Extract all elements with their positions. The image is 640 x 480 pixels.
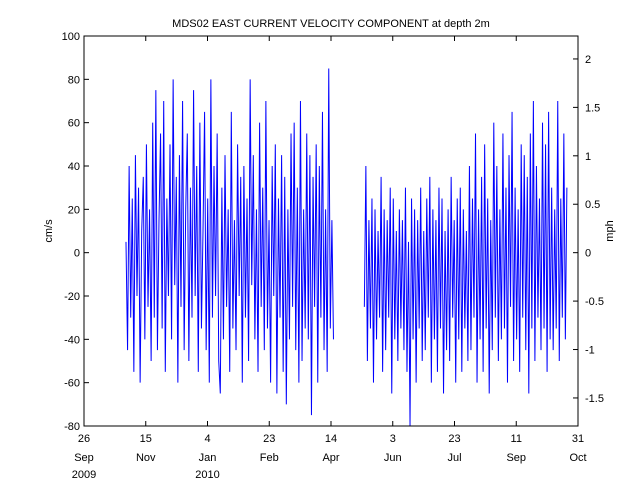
y-tick-label-right: -1.5: [585, 393, 604, 405]
y-axis-right: -1.5 -1 -0.5 0 0.5 1 1.5 2: [573, 54, 604, 405]
y-axis-label-left: cm/s: [43, 219, 55, 243]
y-tick-label-left: -60: [64, 378, 80, 390]
x-tick-day: 23: [448, 433, 460, 445]
y-tick-label-right: -0.5: [585, 296, 604, 308]
x-tick-month: Apr: [322, 452, 339, 464]
x-tick-month: Nov: [136, 452, 156, 464]
y-axis-left: -80 -60 -40 -20 0 20 40 60 80 100: [62, 31, 89, 433]
x-tick-day: 4: [204, 433, 210, 445]
series-segment: [363, 100, 568, 427]
y-tick-label-right: 1.5: [585, 102, 600, 114]
y-tick-label-left: 0: [74, 248, 80, 260]
x-tick-day: 31: [572, 433, 584, 445]
y-tick-label-left: -20: [64, 291, 80, 303]
x-tick-day: 23: [263, 433, 275, 445]
x-tick-day: 11: [511, 433, 522, 445]
y-tick-label-right: -1: [585, 345, 595, 357]
chart-title: MDS02 EAST CURRENT VELOCITY COMPONENT at…: [172, 18, 490, 30]
y-tick-label-left: 60: [68, 118, 80, 130]
x-tick-year: 2009: [72, 469, 96, 480]
y-tick-label-right: 0: [585, 248, 591, 260]
series-line: [125, 68, 568, 427]
y-tick-label-left: 80: [68, 74, 80, 86]
x-tick-year: 2010: [195, 469, 219, 480]
x-tick-month: Jun: [384, 452, 402, 464]
y-tick-label-right: 2: [585, 54, 591, 66]
y-tick-label-left: -80: [64, 421, 80, 433]
x-tick-month: Sep: [74, 452, 94, 464]
x-tick-month: Feb: [260, 452, 279, 464]
x-axis: 26 Sep 2009 15 Nov 4 Jan 2010 23 Feb 14 Apr 3 Jun 23 Ju…: [72, 36, 587, 480]
x-tick-month: Oct: [569, 452, 586, 464]
x-tick-month: Jul: [447, 452, 461, 464]
x-tick-day: 15: [140, 433, 152, 445]
x-tick-month: Sep: [506, 452, 526, 464]
x-tick-day: 3: [390, 433, 396, 445]
y-tick-label-left: 40: [68, 161, 80, 173]
x-tick-day: 14: [325, 433, 337, 445]
y-tick-label-right: 0.5: [585, 199, 600, 211]
x-tick-month: Jan: [199, 452, 217, 464]
series-segment: [125, 68, 334, 416]
y-axis-label-right: mph: [604, 220, 616, 241]
y-tick-label-left: 100: [62, 31, 80, 43]
x-tick-day: 26: [78, 433, 90, 445]
y-tick-label-left: -40: [64, 334, 80, 346]
y-tick-label-left: 20: [68, 204, 80, 216]
y-tick-label-right: 1: [585, 151, 591, 163]
